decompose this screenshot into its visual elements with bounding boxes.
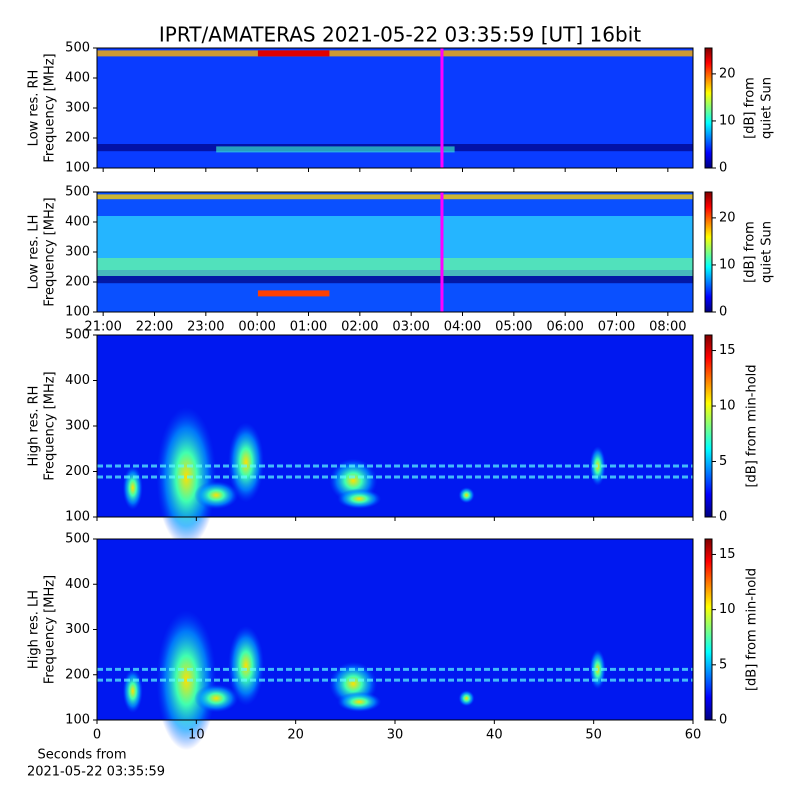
x-tick-label: 21:00 xyxy=(84,320,121,335)
x-tick-label: 20 xyxy=(287,728,304,743)
heatmap-blob xyxy=(337,691,382,712)
colorbar-tick-label: 0 xyxy=(719,510,727,525)
y-tick-label: 300 xyxy=(65,101,90,116)
x-tick-label: 01:00 xyxy=(290,320,327,335)
y-tick-label: 300 xyxy=(65,419,90,434)
x-tick-label: 22:00 xyxy=(136,320,173,335)
y-axis-label: Low res. LH xyxy=(27,215,42,290)
colorbar-label: [dB] from min-hold xyxy=(745,568,760,691)
x-tick-label: 10 xyxy=(188,728,205,743)
colorbar-label: [dB] from min-hold xyxy=(745,364,760,487)
x-tick-label: 06:00 xyxy=(546,320,583,335)
y-tick-label: 300 xyxy=(65,245,90,260)
heatmap-band xyxy=(257,50,330,57)
x-tick-label: 02:00 xyxy=(341,320,378,335)
x-tick-label: 04:00 xyxy=(444,320,481,335)
colorbar xyxy=(704,47,713,169)
heatmap-blob xyxy=(156,406,217,547)
y-axis-label: High res. RH xyxy=(27,386,42,467)
y-tick-label: 300 xyxy=(65,622,90,637)
colorbar xyxy=(704,334,713,518)
x-axis-label: 2021-05-22 03:35:59 xyxy=(27,765,165,780)
colorbar-tick-label: 10 xyxy=(719,399,736,414)
figure-title: IPRT/AMATERAS 2021-05-22 03:35:59 [UT] 1… xyxy=(159,23,641,47)
colorbar-tick-label: 15 xyxy=(719,343,736,358)
y-axis-label: Frequency [MHz] xyxy=(43,53,58,162)
colorbar-tick-label: 0 xyxy=(719,713,727,728)
x-axis-label: Seconds from xyxy=(37,748,126,763)
y-axis-label: Frequency [MHz] xyxy=(43,197,58,306)
colorbar xyxy=(704,538,713,721)
y-axis-label: Frequency [MHz] xyxy=(43,575,58,684)
y-axis-label: High res. LH xyxy=(27,590,42,669)
y-tick-label: 200 xyxy=(65,131,90,146)
x-tick-label: 50 xyxy=(585,728,602,743)
y-tick-label: 100 xyxy=(65,161,90,176)
colorbar-tick-label: 0 xyxy=(719,161,727,176)
heatmap-band xyxy=(97,50,693,57)
x-tick-label: 23:00 xyxy=(187,320,224,335)
x-tick-label: 40 xyxy=(486,728,503,743)
colorbar-tick-label: 20 xyxy=(719,210,736,225)
y-tick-label: 200 xyxy=(65,275,90,290)
x-tick-label: 00:00 xyxy=(238,320,275,335)
x-tick-label: 08:00 xyxy=(649,320,686,335)
x-tick-label: 07:00 xyxy=(598,320,635,335)
y-tick-label: 100 xyxy=(65,713,90,728)
heatmap-blob xyxy=(122,669,143,714)
y-tick-label: 400 xyxy=(65,71,90,86)
heatmap-blob xyxy=(337,488,382,509)
heatmap-blob xyxy=(194,684,239,713)
y-tick-label: 200 xyxy=(65,667,90,682)
colorbar xyxy=(704,191,713,313)
heatmap-blob xyxy=(458,690,475,707)
heatmap-band xyxy=(97,258,693,276)
heatmap-band xyxy=(257,290,330,297)
x-tick-label: 05:00 xyxy=(495,320,532,335)
heatmap-blob xyxy=(228,625,264,706)
heatmap-blob xyxy=(122,465,143,510)
colorbar-tick-label: 5 xyxy=(719,657,727,672)
y-axis-label: Low res. RH xyxy=(27,70,42,147)
y-tick-label: 200 xyxy=(65,464,90,479)
x-tick-label: 03:00 xyxy=(392,320,429,335)
colorbar-label: [dB] from xyxy=(743,77,758,139)
heatmap-blob xyxy=(228,422,264,503)
y-tick-label: 500 xyxy=(65,185,90,200)
colorbar-tick-label: 10 xyxy=(719,113,736,128)
heatmap-blob xyxy=(156,610,217,751)
heatmap-band xyxy=(216,146,455,153)
y-tick-label: 100 xyxy=(65,510,90,525)
x-tick-label: 0 xyxy=(93,728,101,743)
heatmap-blob xyxy=(458,487,475,504)
x-tick-label: 60 xyxy=(685,728,702,743)
colorbar-tick-label: 0 xyxy=(719,305,727,320)
colorbar-label: quiet Sun xyxy=(760,77,775,139)
y-tick-label: 400 xyxy=(65,373,90,388)
colorbar-label: [dB] from xyxy=(743,221,758,283)
heatmap-band xyxy=(97,194,693,200)
y-tick-label: 500 xyxy=(65,532,90,547)
y-tick-label: 100 xyxy=(65,305,90,320)
y-tick-label: 400 xyxy=(65,215,90,230)
colorbar-tick-label: 10 xyxy=(719,602,736,617)
colorbar-tick-label: 5 xyxy=(719,454,727,469)
x-tick-label: 30 xyxy=(387,728,404,743)
colorbar-tick-label: 10 xyxy=(719,257,736,272)
y-tick-label: 500 xyxy=(65,41,90,56)
y-tick-label: 500 xyxy=(65,328,90,343)
heatmap-band xyxy=(97,276,693,284)
y-axis-label: Frequency [MHz] xyxy=(43,371,58,480)
colorbar-label: quiet Sun xyxy=(760,221,775,283)
y-tick-label: 400 xyxy=(65,577,90,592)
colorbar-tick-label: 15 xyxy=(719,547,736,562)
colorbar-tick-label: 20 xyxy=(719,66,736,81)
heatmap-blob xyxy=(194,481,239,510)
